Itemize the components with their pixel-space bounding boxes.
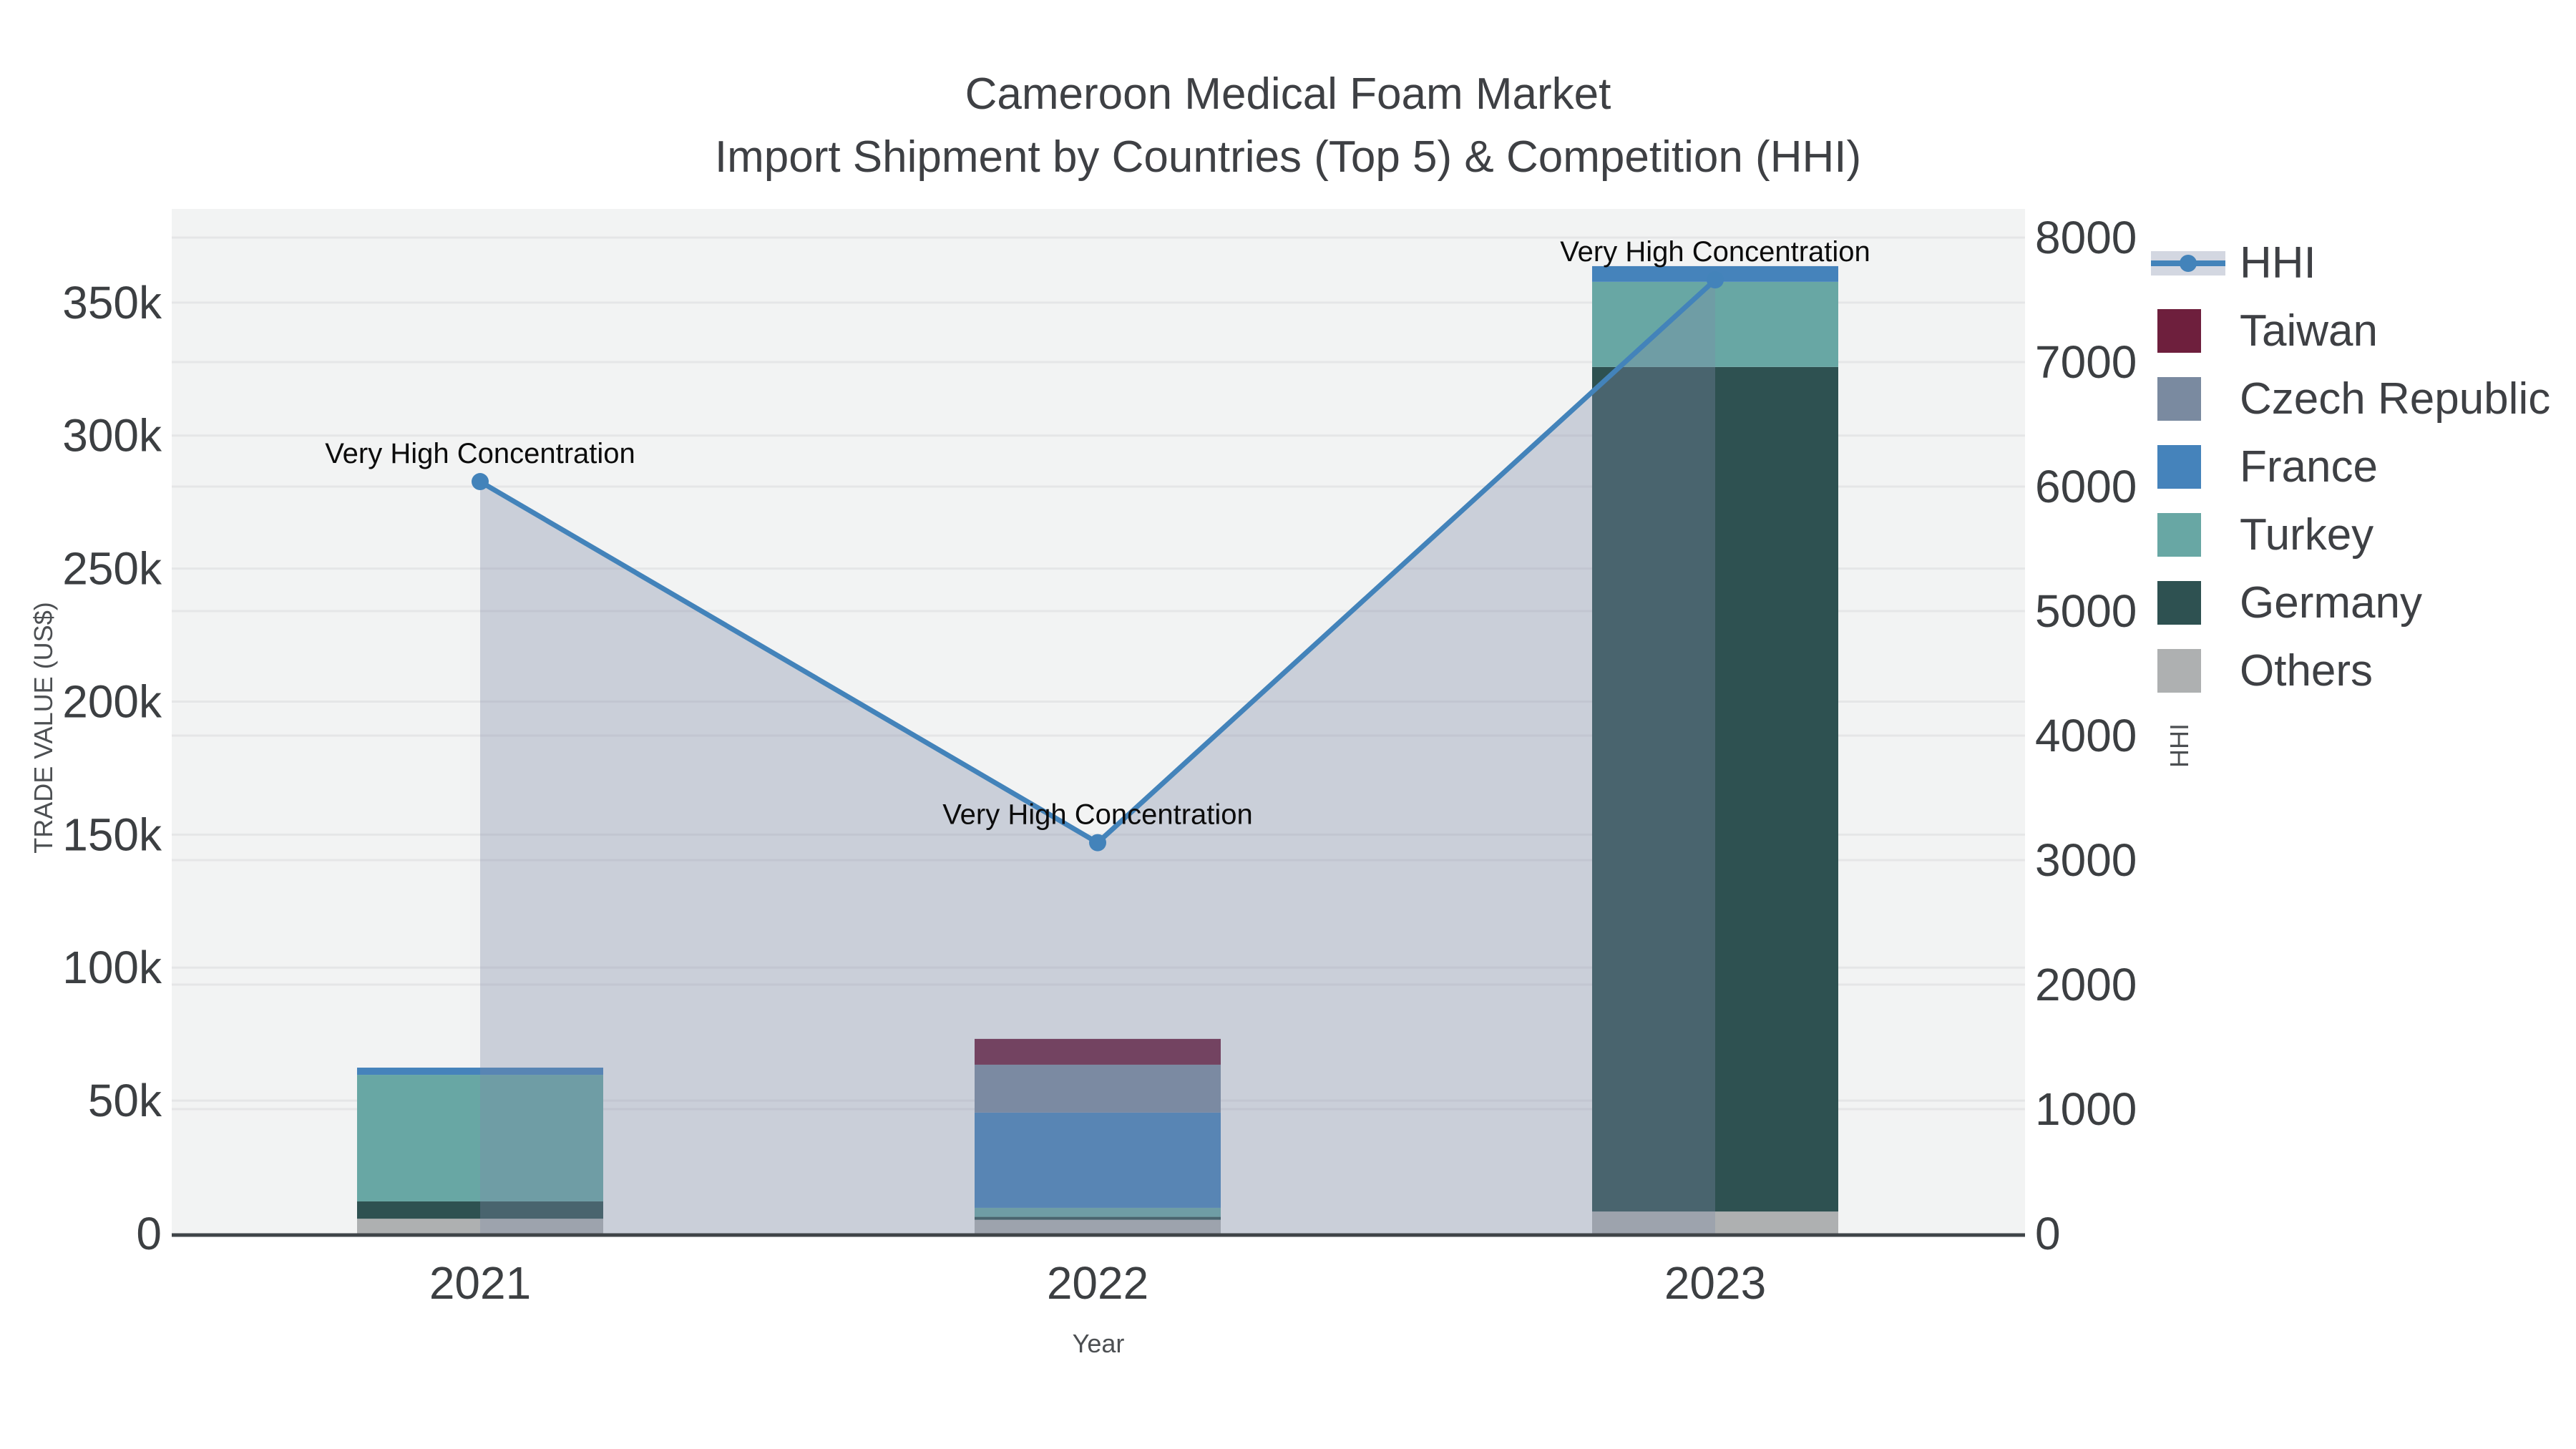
annotation: Very High Concentration	[942, 799, 1253, 831]
hhi-marker	[1089, 834, 1106, 852]
chart-title-line1: Cameroon Medical Foam Market	[965, 69, 1611, 119]
hhi-area-fill	[480, 280, 1715, 1234]
legend-item-france[interactable]: France	[2151, 433, 2550, 501]
legend-label: France	[2240, 442, 2378, 492]
right-tick-label: 8000	[2035, 212, 2137, 263]
legend-swatch	[2151, 250, 2240, 275]
right-tick-label: 1000	[2035, 1083, 2137, 1135]
legend-item-others[interactable]: Others	[2151, 637, 2550, 705]
legend-color-swatch-icon	[2157, 377, 2201, 421]
legend-item-hhi[interactable]: HHI	[2151, 229, 2550, 297]
right-tick-label: 6000	[2035, 461, 2137, 512]
right-tick-label: 2000	[2035, 959, 2137, 1010]
legend-item-germany[interactable]: Germany	[2151, 569, 2550, 637]
hhi-swatch-marker	[2180, 254, 2197, 272]
bars	[357, 265, 1838, 1234]
legend-swatch	[2151, 649, 2240, 693]
legend-label: Czech Republic	[2240, 374, 2551, 424]
legend-swatch	[2151, 445, 2240, 489]
chart-title: Cameroon Medical Foam Market Import Ship…	[0, 63, 2576, 189]
legend-swatch	[2151, 581, 2240, 625]
legend-color-swatch-icon	[2157, 649, 2201, 693]
x-tick-label: 2021	[429, 1257, 531, 1309]
right-tick-label: 3000	[2035, 834, 2137, 886]
x-tick-label: 2022	[1047, 1257, 1148, 1309]
left-tick-label: 250k	[62, 543, 162, 595]
hhi-line-swatch-icon	[2151, 250, 2225, 275]
right-tick-label: 4000	[2035, 710, 2137, 761]
bar-segment-czech-republic	[975, 1064, 1221, 1113]
left-tick-label: 350k	[62, 277, 162, 328]
right-axis-title: HHI	[2165, 723, 2194, 768]
legend-color-swatch-icon	[2157, 445, 2201, 489]
legend-item-turkey[interactable]: Turkey	[2151, 501, 2550, 569]
bar-segment-germany	[357, 1201, 603, 1219]
tick-labels: 0 50k 100k 150k 200k 250k 300k 350k 0 1000 2000 300…	[62, 212, 2137, 1309]
annotation: Very High Concentration	[1560, 236, 1870, 268]
bar-segment-germany	[975, 1216, 1221, 1220]
legend-swatch	[2151, 309, 2240, 353]
left-tick-label: 200k	[62, 675, 162, 727]
legend-swatch	[2151, 377, 2240, 421]
bar-segment-others	[1592, 1211, 1838, 1234]
legend-label: HHI	[2240, 238, 2316, 288]
right-tick-label: 0	[2035, 1208, 2061, 1259]
legend-swatch	[2151, 513, 2240, 557]
left-tick-label: 100k	[62, 942, 162, 993]
left-tick-label: 0	[136, 1208, 162, 1259]
legend-item-czech-republic[interactable]: Czech Republic	[2151, 365, 2550, 433]
legend-color-swatch-icon	[2157, 581, 2201, 625]
bar-segment-others	[975, 1219, 1221, 1234]
legend-item-taiwan[interactable]: Taiwan	[2151, 297, 2550, 365]
legend-color-swatch-icon	[2157, 513, 2201, 557]
right-tick-label: 7000	[2035, 336, 2137, 388]
bar-segment-turkey	[357, 1075, 603, 1202]
legend-label: Others	[2240, 646, 2373, 696]
chart-title-line2: Import Shipment by Countries (Top 5) & C…	[714, 132, 1862, 182]
left-tick-label: 300k	[62, 410, 162, 462]
hhi-marker	[472, 473, 489, 491]
hhi-marker	[1707, 271, 1724, 289]
bar-segment-others	[357, 1219, 603, 1234]
bar-segment-france	[975, 1112, 1221, 1208]
bar-segment-turkey	[975, 1207, 1221, 1217]
bar-segment-taiwan	[975, 1038, 1221, 1065]
annotation: Very High Concentration	[325, 438, 635, 469]
legend-color-swatch-icon	[2157, 309, 2201, 353]
x-axis-title: Year	[1072, 1329, 1125, 1358]
legend: HHI Taiwan Czech Republic France Turkey Germa…	[2151, 229, 2550, 705]
bar-segment-france	[357, 1068, 603, 1075]
legend-label: Taiwan	[2240, 306, 2378, 356]
bar-segment-germany	[1592, 366, 1838, 1212]
legend-label: Turkey	[2240, 510, 2374, 560]
left-tick-label: 50k	[88, 1075, 162, 1126]
right-tick-label: 5000	[2035, 585, 2137, 637]
legend-label: Germany	[2240, 578, 2422, 628]
left-axis-title: TRADE VALUE (US$)	[29, 602, 58, 854]
x-tick-label: 2023	[1664, 1257, 1766, 1309]
left-tick-label: 150k	[62, 809, 162, 860]
